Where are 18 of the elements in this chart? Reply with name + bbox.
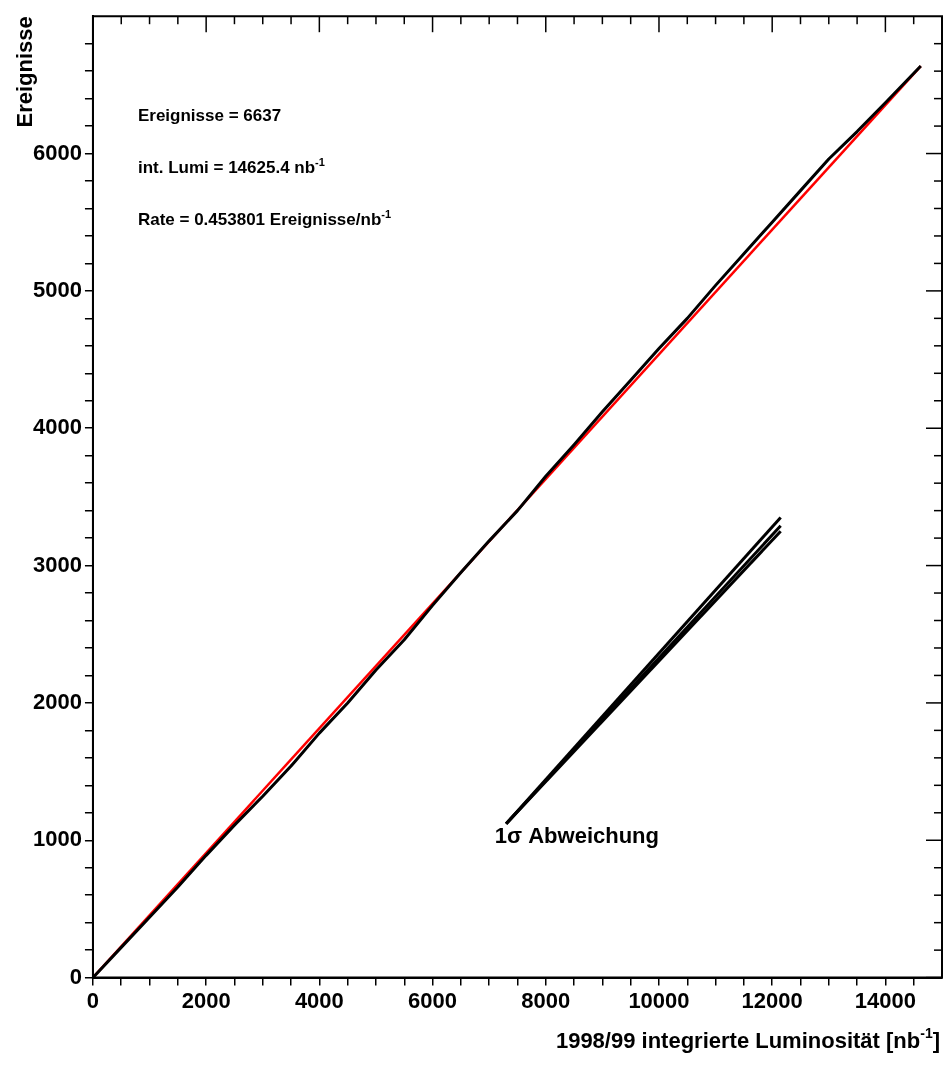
x-tick-label: 6000: [408, 987, 458, 1013]
y-tick-label: 1000: [32, 826, 82, 852]
y-tick-label: 2000: [32, 688, 82, 714]
x-tick-label: 0: [86, 987, 100, 1013]
y-axis-title: Ereignisse: [12, 16, 37, 128]
y-tick-label: 0: [69, 963, 82, 989]
x-tick-label: 10000: [628, 987, 690, 1013]
x-tick-label: 12000: [741, 987, 803, 1013]
y-tick-label: 5000: [32, 276, 82, 302]
x-tick-label: 8000: [521, 987, 571, 1013]
y-tick-label: 6000: [32, 139, 82, 165]
annotation: Ereignisse = 6637: [137, 106, 282, 126]
x-tick-label: 2000: [181, 987, 231, 1013]
annotation: 1σ Abweichung: [494, 823, 660, 848]
y-tick-label: 3000: [32, 551, 82, 577]
y-tick-label: 4000: [32, 414, 82, 440]
x-tick-label: 4000: [294, 987, 344, 1013]
x-tick-label: 14000: [854, 987, 916, 1013]
